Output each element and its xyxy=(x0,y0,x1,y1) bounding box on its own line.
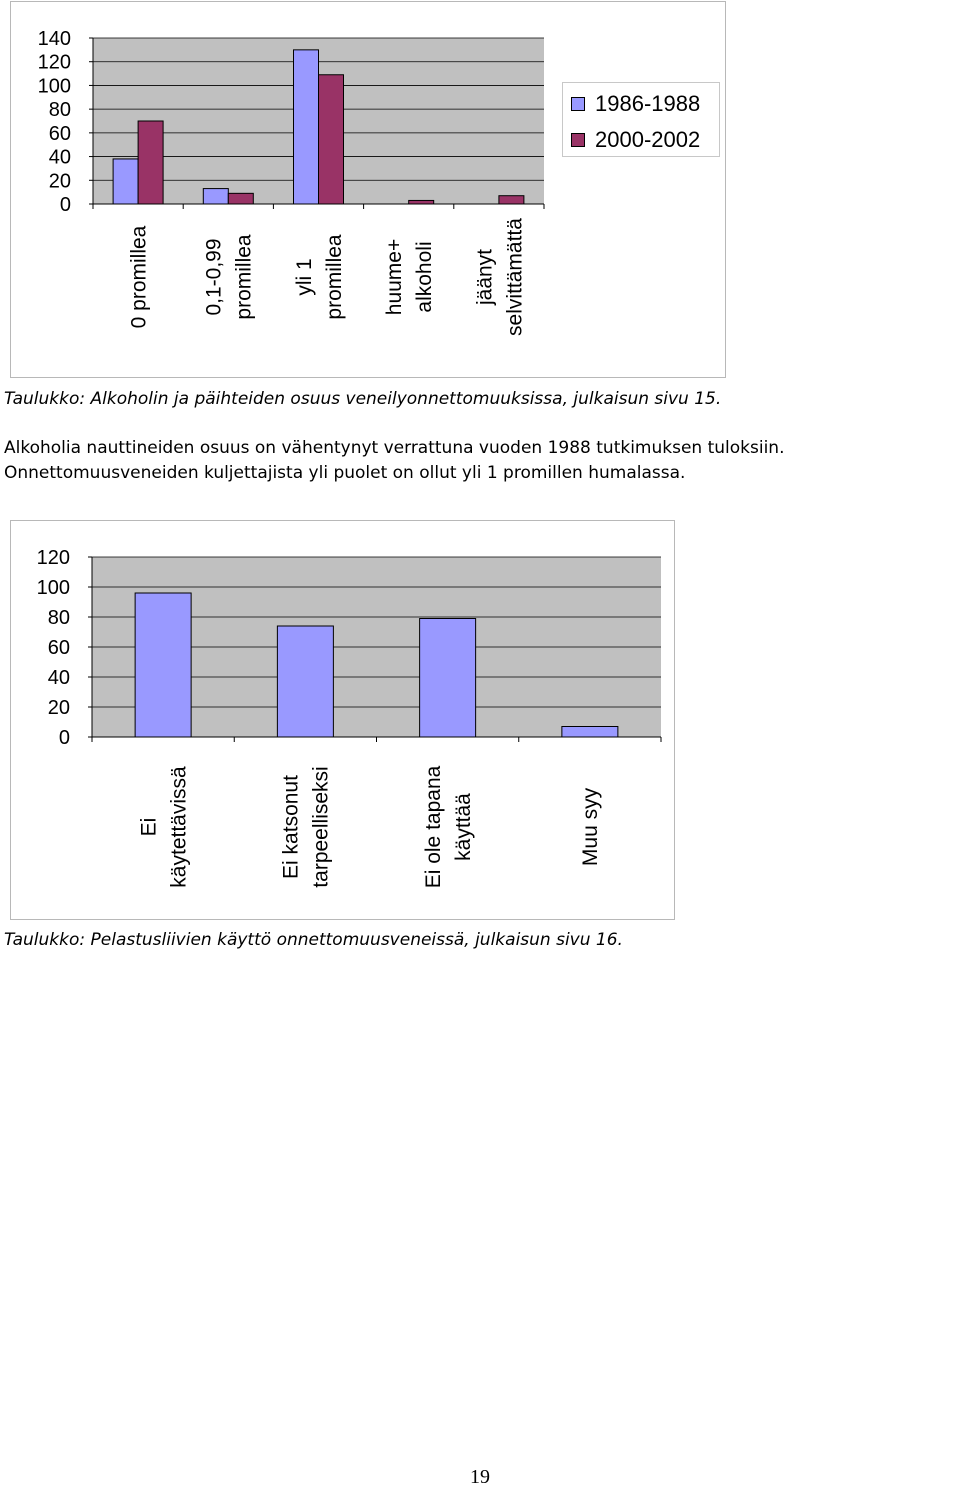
x-tick-label: alkoholi xyxy=(413,241,436,312)
bar xyxy=(276,625,334,738)
x-tick-label: huume+ xyxy=(383,239,406,315)
bar xyxy=(137,120,164,205)
x-tick-label: käyttää xyxy=(452,793,475,861)
paragraph-line-1: Alkoholia nauttineiden osuus on vähentyn… xyxy=(4,438,785,458)
bar xyxy=(498,195,525,205)
legend-item-series-b: 2000-2002 xyxy=(571,127,700,153)
y-tick-label: 60 xyxy=(49,123,71,145)
x-tick-label: Muu syy xyxy=(579,787,602,866)
life-jacket-chart-plot: 0 20 40 60 80 100 120 Ei käytettävissä Ei katsonu… xyxy=(37,547,662,888)
y-tick-label: 40 xyxy=(48,667,70,689)
y-tick-label: 120 xyxy=(37,547,70,569)
x-tick-label: selvittämättä xyxy=(503,218,526,336)
legend-swatch-series-b xyxy=(571,133,585,147)
y-tick-label: 60 xyxy=(48,637,70,659)
y-tick-label: 100 xyxy=(38,75,71,97)
legend-label-series-a: 1986-1988 xyxy=(595,91,701,116)
x-tick-label: Ei xyxy=(137,818,160,837)
x-tick-label: jäänyt xyxy=(473,249,496,306)
bar xyxy=(419,618,477,738)
legend-item-series-a: 1986-1988 xyxy=(571,91,700,117)
bar xyxy=(227,192,254,205)
paragraph-line-2: Onnettomuusveneiden kuljettajista yli pu… xyxy=(4,463,686,483)
bar xyxy=(561,726,619,738)
y-tick-label: 120 xyxy=(38,52,71,74)
legend-label-series-b: 2000-2002 xyxy=(595,127,701,152)
life-jacket-chart: 0 20 40 60 80 100 120 Ei käytettävissä Ei katsonu… xyxy=(10,520,675,920)
chart1-caption: Taulukko: Alkoholin ja päihteiden osuus … xyxy=(4,389,722,409)
x-tick-label: Ei katsonut xyxy=(280,775,303,879)
bar xyxy=(293,49,319,205)
bar xyxy=(202,188,229,205)
chart-legend: 1986-1988 2000-2002 xyxy=(562,82,720,157)
x-tick-label: yli 1 xyxy=(293,258,316,295)
y-tick-label: 140 xyxy=(38,28,71,50)
x-tick-label: 0,1-0,99 xyxy=(203,238,226,315)
page-number: 19 xyxy=(470,1466,490,1488)
alcohol-chart: 0 20 40 60 80 100 120 140 0 promillea 0,1-0,99 pro… xyxy=(10,1,726,378)
y-tick-label: 40 xyxy=(49,147,71,169)
y-tick-label: 0 xyxy=(59,727,70,749)
y-tick-label: 20 xyxy=(49,170,71,192)
bar xyxy=(318,74,344,205)
x-tick-label: tarpeelliseksi xyxy=(310,766,333,887)
legend-swatch-series-a xyxy=(571,97,585,111)
y-tick-label: 100 xyxy=(37,577,70,599)
y-tick-label: 80 xyxy=(48,607,70,629)
x-tick-label: Ei ole tapana xyxy=(422,765,445,888)
bar xyxy=(112,158,139,205)
chart2-caption: Taulukko: Pelastusliivien käyttö onnetto… xyxy=(4,930,623,950)
x-tick-label: 0 promillea xyxy=(127,225,150,328)
bar xyxy=(408,199,435,205)
x-tick-label: promillea xyxy=(323,234,346,320)
y-tick-label: 0 xyxy=(60,194,71,216)
x-tick-label: promillea xyxy=(233,234,256,320)
y-tick-label: 80 xyxy=(49,99,71,121)
y-tick-label: 20 xyxy=(48,697,70,719)
x-tick-label: käytettävissä xyxy=(167,766,190,888)
bar xyxy=(134,592,192,738)
